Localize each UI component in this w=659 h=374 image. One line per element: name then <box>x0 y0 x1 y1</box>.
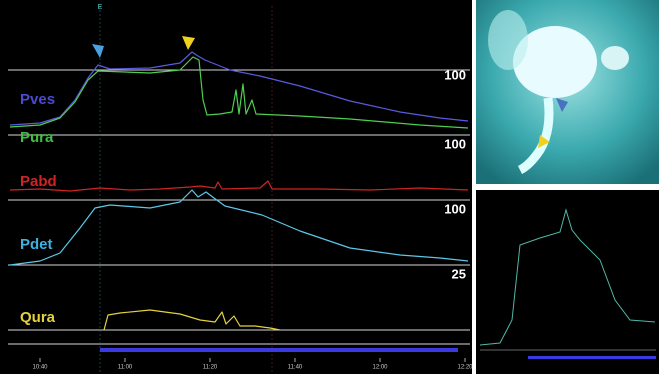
progress-bar <box>528 356 656 359</box>
channel-label: Pdet <box>20 236 53 253</box>
progress-bar <box>100 348 458 352</box>
scale-label: 100 <box>444 201 466 216</box>
time-label: 11:00 <box>118 365 133 371</box>
channel-label: Qura <box>20 309 56 326</box>
time-label: 11:40 <box>288 365 303 371</box>
scale-label: 100 <box>444 136 466 151</box>
time-label: 11:20 <box>203 365 218 371</box>
mini-trace-panel <box>476 190 659 374</box>
channel-label: Pves <box>20 91 55 108</box>
channel-label: Pura <box>20 129 54 146</box>
scale-label: 100 <box>444 67 466 82</box>
trace-panel <box>0 0 472 374</box>
page: E Pves 100 Pura 100 Pabd 100 Pdet 25 Qura 10:40 11… <box>0 0 659 374</box>
scale-label: 25 <box>452 266 466 281</box>
time-label: 10:40 <box>32 365 48 371</box>
urodynamic-figure: E Pves 100 Pura 100 Pabd 100 Pdet 25 Qura 10:40 11… <box>0 0 659 374</box>
time-label: 12:20 <box>457 365 473 371</box>
event-marker: E <box>98 4 103 11</box>
channel-label: Pabd <box>20 173 57 190</box>
time-label: 12:00 <box>372 365 388 371</box>
